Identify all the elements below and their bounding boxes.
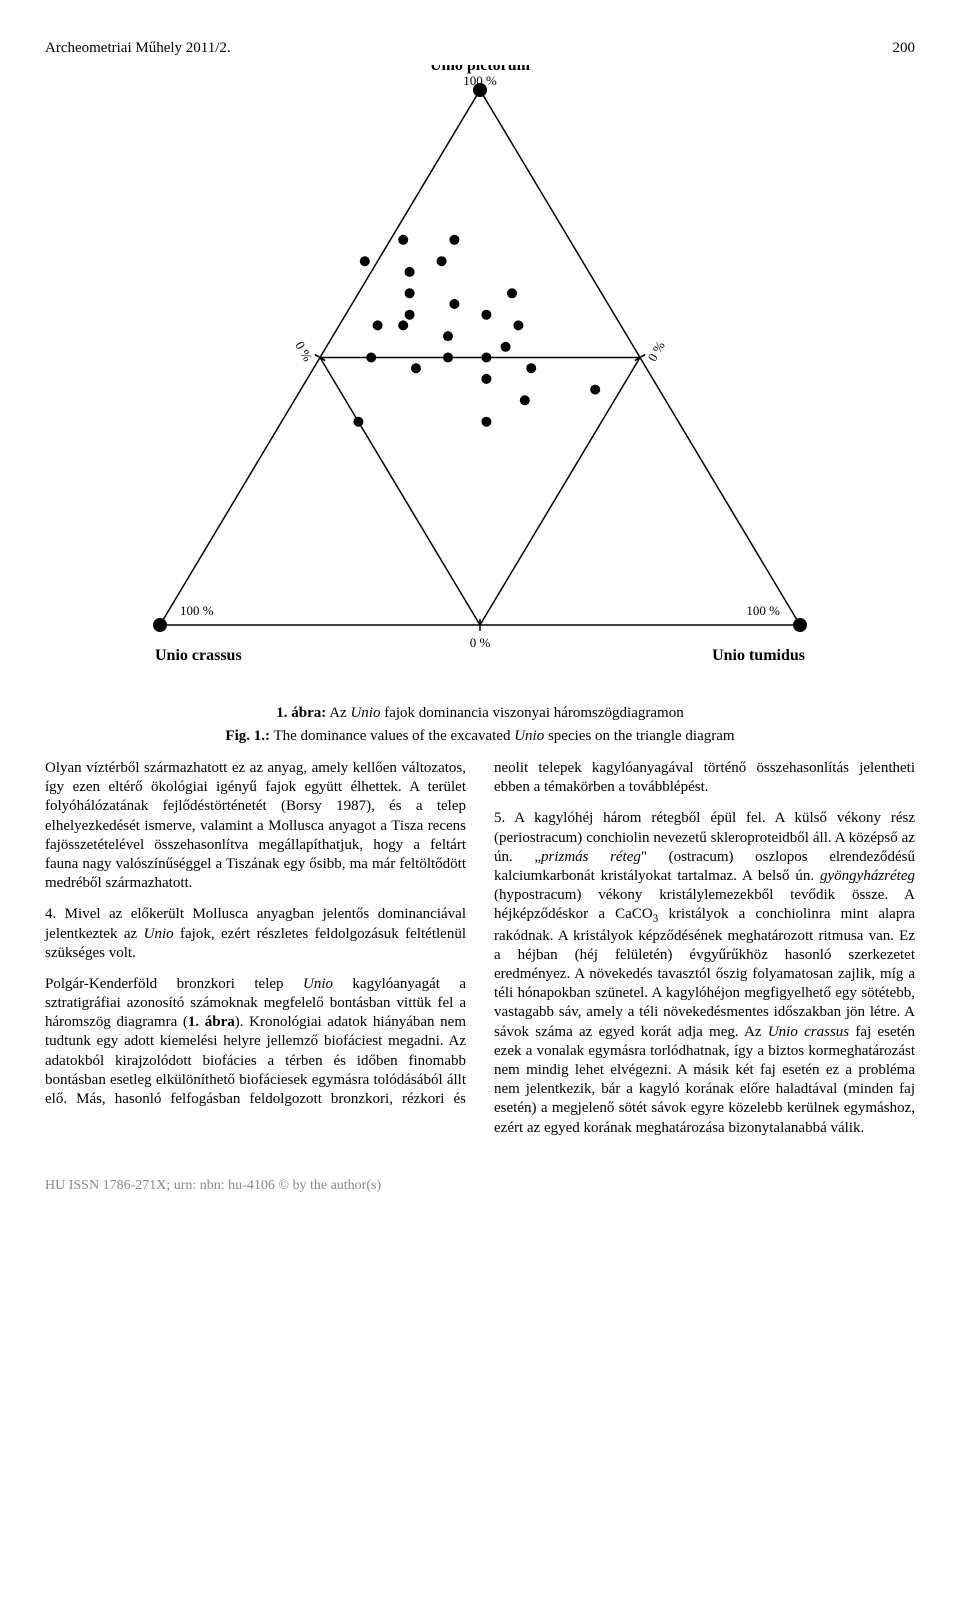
- svg-text:100 %: 100 %: [463, 73, 497, 88]
- paragraph: 4. Mivel az előkerült Mollusca anyagban …: [45, 905, 466, 963]
- svg-text:100 %: 100 %: [180, 603, 214, 618]
- body-text: Olyan víztérből származhatott ez az anya…: [45, 759, 915, 1138]
- svg-text:100 %: 100 %: [746, 603, 780, 618]
- svg-text:0 %: 0 %: [644, 338, 667, 363]
- svg-text:0 %: 0 %: [292, 339, 315, 364]
- paragraph: Olyan víztérből származhatott ez az anya…: [45, 759, 466, 893]
- footer-issn: HU ISSN 1786-271X; urn: nbn: hu-4106 © b…: [45, 1178, 915, 1194]
- figure-caption-en: Fig. 1.: The dominance values of the exc…: [45, 728, 915, 745]
- svg-text:Unio tumidus: Unio tumidus: [712, 647, 805, 664]
- paragraph: 5. A kagylóhéj három rétegből épül fel. …: [494, 809, 915, 1137]
- svg-text:Unio crassus: Unio crassus: [155, 647, 242, 664]
- journal-header-left: Archeometriai Műhely 2011/2.: [45, 40, 231, 57]
- ternary-diagram: Unio pictorum100 %Unio crassus100 %Unio …: [130, 65, 830, 695]
- figure-caption-hu: 1. ábra: Az Unio fajok dominancia viszon…: [45, 705, 915, 722]
- svg-text:0 %: 0 %: [470, 635, 491, 650]
- page-number: 200: [893, 40, 916, 57]
